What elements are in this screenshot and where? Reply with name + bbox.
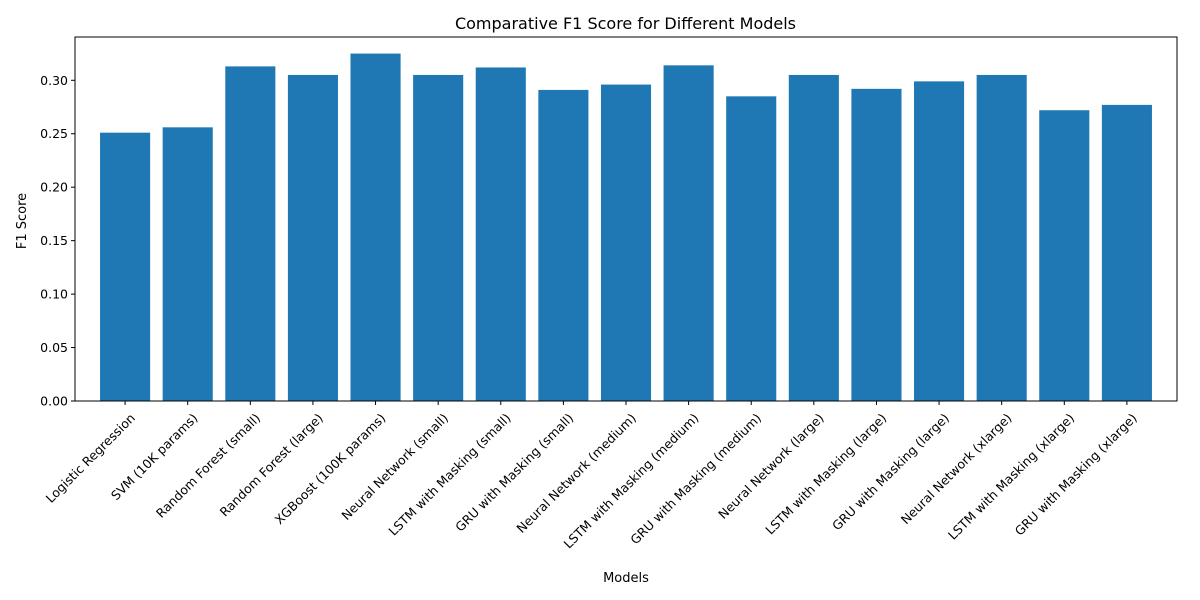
bar — [600, 84, 652, 401]
bar — [1039, 110, 1090, 402]
bar — [788, 74, 839, 401]
bar — [350, 53, 401, 401]
y-tick-label: 0.25 — [40, 126, 68, 141]
y-tick-label: 0.05 — [40, 340, 68, 355]
y-axis-label: F1 Score — [15, 193, 30, 249]
y-tick-label: 0.30 — [40, 73, 68, 88]
bar — [287, 74, 338, 401]
y-tick-label: 0.00 — [40, 394, 68, 409]
y-axis: 0.00 0.05 0.10 0.15 0.20 0.25 0.30 — [40, 73, 75, 409]
bar — [413, 74, 464, 401]
bar — [914, 81, 965, 402]
y-tick-label: 0.10 — [40, 287, 68, 302]
y-tick-label: 0.20 — [40, 180, 68, 195]
bars-group — [100, 53, 1152, 402]
bar — [976, 74, 1027, 401]
bar — [851, 88, 902, 401]
bar — [663, 65, 714, 402]
bar — [475, 67, 526, 402]
bar — [538, 89, 589, 402]
plot-frame — [74, 36, 1178, 402]
bar — [225, 66, 276, 401]
bar — [726, 96, 777, 402]
x-axis-label: Models — [603, 571, 649, 586]
bar — [1101, 104, 1152, 402]
bar — [100, 132, 151, 401]
y-tick-label: 0.15 — [40, 233, 68, 248]
chart-title: Comparative F1 Score for Different Model… — [455, 14, 796, 33]
bar — [162, 127, 213, 402]
